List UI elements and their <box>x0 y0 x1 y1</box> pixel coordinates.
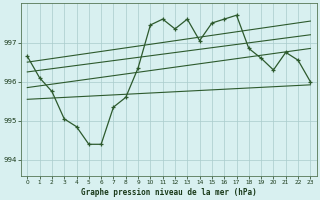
X-axis label: Graphe pression niveau de la mer (hPa): Graphe pression niveau de la mer (hPa) <box>81 188 257 197</box>
